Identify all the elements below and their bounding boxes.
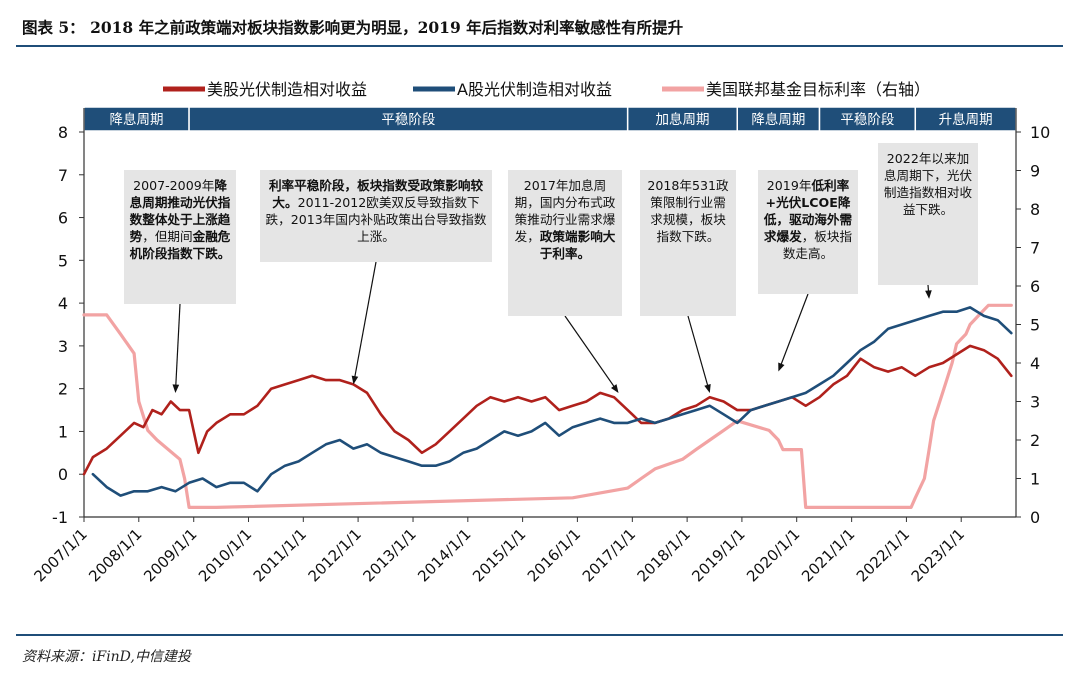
annotation-box: 2019年低利率+光伏LCOE降低，驱动海外需求爆发，板块指数走高。 xyxy=(758,170,858,294)
annotation-box: 2007-2009年降息周期推动光伏指数整体处于上涨趋势，但期间金融危机阶段指数… xyxy=(124,170,236,304)
period-label: 平稳阶段 xyxy=(840,112,894,128)
series-line xyxy=(82,303,1013,509)
y-left-tick-label: 4 xyxy=(58,294,68,313)
period-band xyxy=(626,106,739,132)
y-right-tick-label: 2 xyxy=(1030,431,1040,450)
y-left-tick-label: 0 xyxy=(58,465,68,484)
annotation-arrow xyxy=(564,315,618,391)
annotation-box: 2022年以来加息周期下，光伏制造指数相对收益下跌。 xyxy=(878,143,978,285)
period-label: 降息周期 xyxy=(110,111,164,128)
y-right-tick-label: 9 xyxy=(1030,162,1040,181)
period-band xyxy=(188,106,629,132)
period-label: 加息周期 xyxy=(655,111,709,128)
period-band xyxy=(914,106,1017,132)
annotation-box: 2017年加息周期，国内分布式政策推动行业需求爆发，政策端影响大于利率。 xyxy=(508,170,622,316)
y-left-tick-label: 3 xyxy=(58,337,68,356)
x-tick-label: 2013/1/1 xyxy=(359,525,419,585)
x-tick-label: 2012/1/1 xyxy=(305,525,365,585)
y-right-tick-label: 8 xyxy=(1030,200,1040,219)
annotation-arrowhead xyxy=(925,290,932,299)
x-tick-label: 2011/1/1 xyxy=(250,525,310,585)
y-right-tick-label: 7 xyxy=(1030,239,1040,258)
y-left-tick-label: 6 xyxy=(58,209,68,228)
chart: 美股光伏制造相对收益 A股光伏制造相对收益 美国联邦基金目标利率（右轴） 降息周期 平… xyxy=(30,80,1050,585)
x-tick-label: 2007/1/1 xyxy=(30,525,90,585)
annotation-box: 2018年531政策限制行业需求规模，板块指数下跌。 xyxy=(640,170,736,316)
period-bar: 降息周期 平稳阶段 加息周期 降息周期 平稳阶段 升息周期 xyxy=(83,106,1017,132)
annotation-arrow xyxy=(687,315,710,391)
x-tick-label: 2019/1/1 xyxy=(688,525,748,585)
y-left-tick-label: 5 xyxy=(58,251,68,270)
legend-entry: A股光伏制造相对收益 xyxy=(457,80,612,99)
source-rule xyxy=(16,634,1063,636)
title-rule xyxy=(16,45,1063,47)
y-right-tick-label: 0 xyxy=(1030,508,1040,527)
y-right-tick-label: 10 xyxy=(1030,123,1050,142)
legend-entry: 美股光伏制造相对收益 xyxy=(207,80,367,99)
annotation-arrow xyxy=(778,293,809,369)
y-left-tick-label: 8 xyxy=(58,123,68,142)
annotation-arrowhead xyxy=(778,362,785,372)
x-tick-label: 2018/1/1 xyxy=(634,525,694,585)
y-right-tick-label: 4 xyxy=(1030,354,1040,373)
annotation-arrow xyxy=(353,261,377,382)
series-lines xyxy=(82,303,1013,509)
annotation-arrowhead xyxy=(351,375,359,385)
x-tick-label: 2010/1/1 xyxy=(195,525,255,585)
legend-entry: 美国联邦基金目标利率（右轴） xyxy=(706,80,930,99)
legend: 美股光伏制造相对收益 A股光伏制造相对收益 美国联邦基金目标利率（右轴） xyxy=(163,80,930,99)
period-label: 降息周期 xyxy=(751,111,805,128)
annotation-box: 利率平稳阶段，板块指数受政策影响较大。2011-2012欧美双反导致指数下跌，2… xyxy=(260,170,492,262)
x-tick-label: 2023/1/1 xyxy=(908,525,968,585)
y-right-tick-label: 1 xyxy=(1030,470,1040,489)
period-label: 平稳阶段 xyxy=(381,112,435,128)
source-note: 资料来源：iFinD,中信建投 xyxy=(22,649,191,665)
y-right-tick-label: 5 xyxy=(1030,316,1040,335)
x-tick-label: 2022/1/1 xyxy=(853,525,913,585)
x-tick-label: 2014/1/1 xyxy=(414,525,474,585)
annotation-arrowhead xyxy=(172,384,180,393)
y-left-tick-label: 1 xyxy=(58,422,68,441)
annotation-arrowhead xyxy=(704,383,711,393)
series-line xyxy=(91,306,1013,497)
x-tick-label: 2017/1/1 xyxy=(579,525,639,585)
annotation-arrowhead xyxy=(611,384,619,393)
period-band xyxy=(818,106,917,132)
page-title: 图表 5： 2018 年之前政策端对板块指数影响更为明显，2019 年后指数对利… xyxy=(22,18,684,37)
y-right-tick-label: 6 xyxy=(1030,277,1040,296)
x-tick-label: 2009/1/1 xyxy=(140,525,200,585)
annotation-arrows xyxy=(172,261,932,393)
x-tick-label: 2008/1/1 xyxy=(85,525,145,585)
x-tick-label: 2020/1/1 xyxy=(743,525,803,585)
x-tick-label: 2015/1/1 xyxy=(469,525,529,585)
x-tick-label: 2016/1/1 xyxy=(524,525,584,585)
annotation-arrow xyxy=(174,303,181,390)
period-label: 升息周期 xyxy=(939,111,993,128)
y-left-tick-label: -1 xyxy=(52,508,68,527)
period-band xyxy=(736,106,821,132)
x-tick-label: 2021/1/1 xyxy=(798,525,858,585)
y-left-tick-label: 2 xyxy=(58,380,68,399)
y-right-tick-label: 3 xyxy=(1030,393,1040,412)
series-line xyxy=(82,344,1013,476)
y-left-tick-label: 7 xyxy=(58,166,68,185)
